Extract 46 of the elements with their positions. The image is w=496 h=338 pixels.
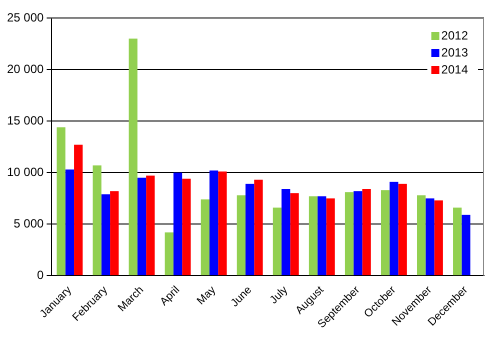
bar: [74, 144, 83, 276]
y-tick-label: 15 000: [7, 113, 44, 128]
bar: [272, 208, 282, 276]
legend-label: 2013: [441, 45, 468, 60]
bar: [173, 172, 182, 276]
bar: [282, 189, 290, 276]
bar: [434, 200, 443, 276]
bar: [101, 194, 110, 276]
bar: [209, 170, 218, 276]
bar: [236, 195, 246, 276]
x-tick-label: May: [194, 284, 218, 308]
y-tick-label: 10 000: [7, 164, 44, 179]
bar: [416, 195, 426, 276]
bar: [362, 189, 371, 276]
bar: [246, 184, 254, 276]
bar: [308, 196, 318, 276]
y-tick-label: 25 000: [7, 10, 44, 24]
bar: [182, 178, 191, 276]
bar: [390, 182, 398, 276]
bar: [92, 165, 102, 276]
bar: [254, 180, 263, 276]
x-tick-label: July: [268, 284, 290, 306]
bar: [326, 198, 335, 276]
bar: [218, 172, 227, 276]
bar: [65, 169, 74, 276]
legend-label: 2014: [441, 62, 468, 76]
bar: [110, 191, 119, 276]
y-tick-label: 20 000: [7, 62, 44, 76]
bar: [380, 190, 390, 276]
bar: [453, 208, 462, 276]
bar: [56, 127, 66, 276]
bar: [318, 196, 326, 276]
bar: [164, 232, 174, 276]
y-tick-label: 5 000: [14, 216, 44, 230]
bar: [426, 198, 434, 276]
bar: [128, 38, 138, 276]
bar: [146, 176, 155, 276]
bar: [398, 184, 407, 276]
legend-label: 2012: [441, 28, 468, 42]
bar: [200, 199, 210, 276]
bar: [290, 193, 299, 276]
y-tick-label: 0: [37, 268, 44, 282]
bar: [344, 192, 354, 276]
bar: [354, 191, 362, 276]
bar: [462, 214, 470, 276]
bar: [137, 178, 146, 276]
